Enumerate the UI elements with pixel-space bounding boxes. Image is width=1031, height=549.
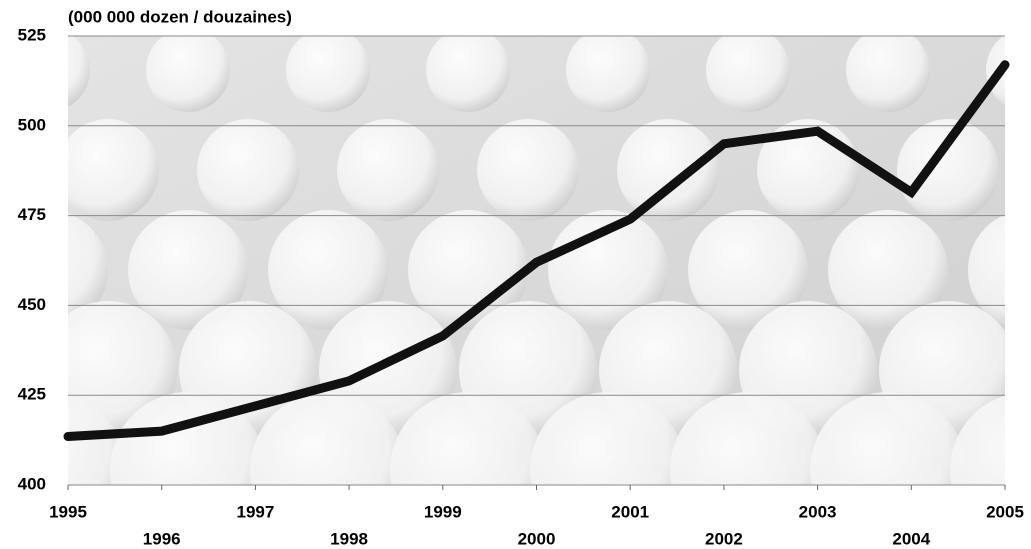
egg: [617, 119, 719, 221]
egg: [828, 210, 948, 330]
egg: [408, 210, 528, 330]
x-tick-label: 2000: [518, 529, 556, 548]
egg: [146, 36, 230, 112]
egg: [68, 36, 90, 107]
x-tick-label: 1999: [424, 502, 462, 521]
x-tick-label: 2002: [705, 529, 743, 548]
egg: [897, 119, 999, 221]
egg: [1019, 301, 1031, 439]
egg: [810, 392, 966, 485]
egg: [477, 119, 579, 221]
egg: [286, 36, 370, 112]
egg: [670, 392, 826, 485]
egg: [950, 395, 1005, 485]
x-tick-label: 1998: [330, 529, 368, 548]
x-tick-label: 2003: [799, 502, 837, 521]
y-tick-label: 525: [18, 25, 46, 44]
x-tick-label: 1997: [236, 502, 274, 521]
egg: [197, 119, 299, 221]
y-tick-label: 500: [18, 115, 46, 134]
egg: [337, 119, 439, 221]
y-tick-label: 450: [18, 295, 46, 314]
egg: [110, 392, 266, 485]
data-line: [63, 60, 1010, 442]
x-tick-label: 1995: [49, 502, 87, 521]
egg: [846, 36, 930, 112]
x-tick-label: 1996: [143, 529, 181, 548]
egg: [688, 210, 808, 330]
y-tick-label: 400: [18, 474, 46, 493]
egg: [268, 210, 388, 330]
egg: [530, 392, 686, 485]
egg: [390, 392, 546, 485]
egg: [706, 36, 790, 112]
egg: [128, 210, 248, 330]
y-tick-label: 475: [18, 205, 46, 224]
egg: [68, 119, 159, 221]
egg: [566, 36, 650, 112]
x-tick-label: 2004: [892, 529, 930, 548]
egg: [968, 214, 1005, 326]
y-tick-label: 425: [18, 385, 46, 404]
egg: [68, 213, 108, 327]
egg: [426, 36, 510, 112]
x-tick-label: 2005: [986, 502, 1024, 521]
egg: [250, 392, 406, 485]
background-decoration: [68, 36, 1031, 485]
x-tick-label: 2001: [611, 502, 649, 521]
axis-title: (000 000 dozen / douzaines): [68, 7, 292, 26]
